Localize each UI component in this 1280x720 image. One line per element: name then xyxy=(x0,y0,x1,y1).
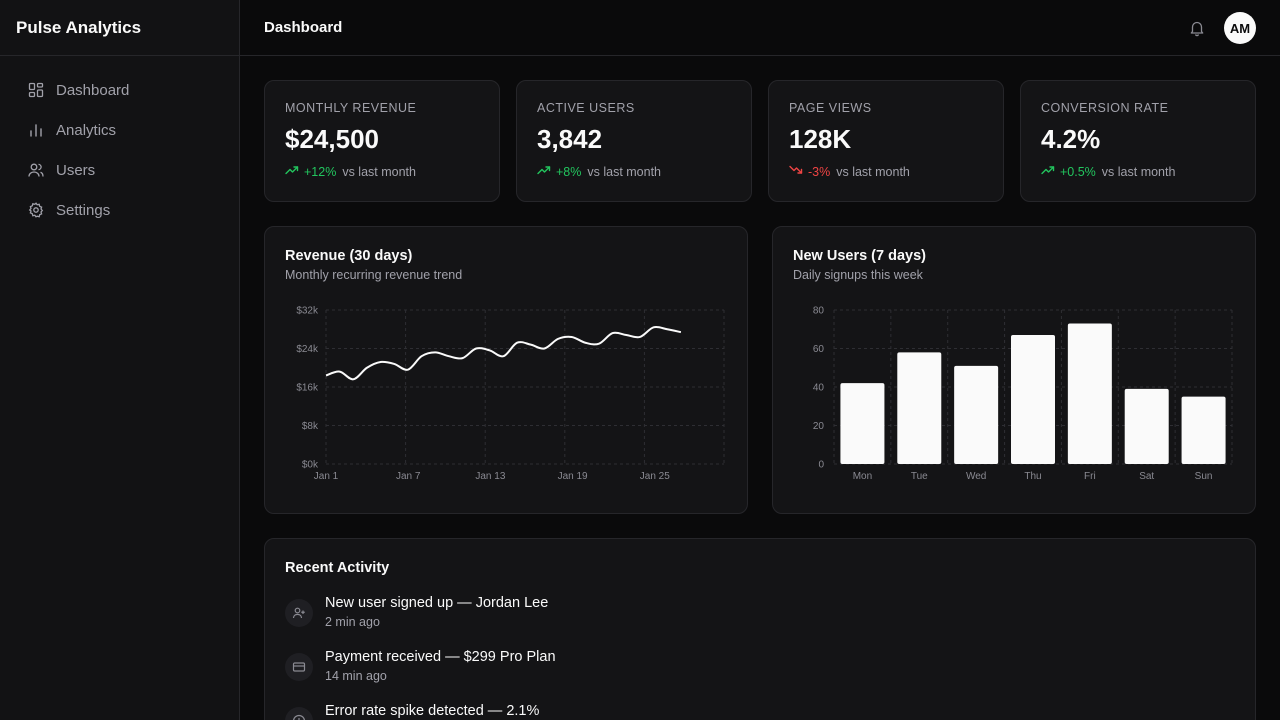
revenue-chart-card: $32k $24k $16k $8k $0k Jan 1 Jan 7 Jan 13 Jan 19… xyxy=(264,226,748,514)
avatar[interactable]: AM xyxy=(1224,12,1256,44)
sidebar-item-dashboard[interactable]: Dashboard xyxy=(12,70,227,110)
stat-label: PAGE VIEWS xyxy=(789,101,872,115)
stat-suffix: vs last month xyxy=(836,164,910,179)
stat-change: +0.5% vs last month xyxy=(1041,163,1235,180)
stat-value: $24,500 xyxy=(285,124,379,154)
page-title: Dashboard xyxy=(264,19,343,36)
stat-value: 3,842 xyxy=(537,124,603,154)
stat-suffix: vs last month xyxy=(1101,164,1176,179)
revenue-series-line xyxy=(325,325,682,381)
x-tick-label: Jan 13 xyxy=(475,471,505,482)
sidebar-item-users[interactable]: Users xyxy=(12,150,227,190)
stat-card-active-users: ACTIVE USERS 3,842 +8% vs last month xyxy=(516,80,752,202)
bar-wed xyxy=(954,365,999,464)
chart-subtitle: Monthly recurring revenue trend xyxy=(285,268,463,282)
x-tick-label: Wed xyxy=(966,471,986,482)
new-users-bar-chart: 80 60 40 20 0 Mon Tue Wed Thu Fri Sat Sun xyxy=(813,306,1233,482)
stat-change: -3% vs last month xyxy=(789,163,983,180)
bar-chart-icon xyxy=(28,122,56,138)
y-tick-label: $0k xyxy=(302,460,319,471)
sidebar-item-label: Dashboard xyxy=(56,81,130,99)
activity-item[interactable]: Payment received — $299 Pro Plan 14 min … xyxy=(285,649,556,683)
stat-value: 128K xyxy=(789,124,852,154)
recent-activity-card: Recent Activity New user signed up — Jor… xyxy=(264,538,1256,720)
stat-value: 4.2% xyxy=(1041,124,1101,154)
y-tick-label: $16k xyxy=(296,383,319,394)
x-tick-label: Mon xyxy=(853,471,872,482)
sidebar-item-label: Analytics xyxy=(56,121,117,139)
chart-title: Revenue (30 days) xyxy=(285,248,413,264)
chart-title: New Users (7 days) xyxy=(793,248,926,264)
stat-label: MONTHLY REVENUE xyxy=(285,101,417,115)
activity-item[interactable]: New user signed up — Jordan Lee 2 min ag… xyxy=(285,595,548,629)
sidebar: Pulse Analytics Dashboard Analytics User… xyxy=(0,0,240,720)
app-name: Pulse Analytics xyxy=(0,0,239,56)
stat-delta: +0.5% xyxy=(1060,164,1096,179)
x-tick-label: Jan 1 xyxy=(314,471,339,482)
y-tick-label: $32k xyxy=(296,306,319,317)
activity-text: Error rate spike detected — 2.1% xyxy=(325,703,540,719)
x-tick-label: Thu xyxy=(1024,471,1041,482)
x-tick-label: Jan 25 xyxy=(640,471,670,482)
y-tick-label: 40 xyxy=(813,383,825,394)
bar-sun xyxy=(1181,396,1226,464)
x-tick-label: Fri xyxy=(1084,471,1096,482)
stat-suffix: vs last month xyxy=(342,164,416,179)
stat-card-conversion-rate: CONVERSION RATE 4.2% +0.5% vs last month xyxy=(1020,80,1256,202)
dashboard-icon xyxy=(28,82,56,98)
y-tick-label: $24k xyxy=(296,344,319,355)
activity-text: New user signed up — Jordan Lee xyxy=(325,595,549,611)
stat-label: ACTIVE USERS xyxy=(537,101,635,115)
trend-up-icon xyxy=(1041,163,1060,180)
activity-time: 14 min ago xyxy=(325,669,387,683)
trend-up-icon xyxy=(285,163,304,180)
bar-mon xyxy=(840,383,885,464)
x-tick-label: Tue xyxy=(911,471,928,482)
bar-fri xyxy=(1067,323,1112,464)
sidebar-item-label: Settings xyxy=(56,201,111,219)
sidebar-nav: Dashboard Analytics Users Settings xyxy=(0,56,239,244)
top-bar: Dashboard AM xyxy=(240,0,1280,56)
trend-down-icon xyxy=(789,163,808,180)
sidebar-item-analytics[interactable]: Analytics xyxy=(12,110,227,150)
activity-time: 2 min ago xyxy=(325,615,380,629)
y-tick-label: 20 xyxy=(813,421,825,432)
alert-icon xyxy=(285,707,313,720)
stat-label: CONVERSION RATE xyxy=(1041,101,1169,115)
stat-delta: +12% xyxy=(304,164,337,179)
credit-card-icon xyxy=(285,653,313,681)
x-tick-label: Sun xyxy=(1195,471,1213,482)
y-tick-label: $8k xyxy=(302,421,319,432)
stat-delta: -3% xyxy=(808,164,831,179)
stat-card-monthly-revenue: MONTHLY REVENUE $24,500 +12% vs last mon… xyxy=(264,80,500,202)
stat-suffix: vs last month xyxy=(587,164,662,179)
stat-change: +12% vs last month xyxy=(285,163,479,180)
y-tick-label: 60 xyxy=(813,344,825,355)
chart-subtitle: Daily signups this week xyxy=(793,268,923,282)
bar-tue xyxy=(897,352,942,464)
y-tick-label: 0 xyxy=(818,460,824,471)
bar-sat xyxy=(1124,388,1169,464)
stat-card-page-views: PAGE VIEWS 128K -3% vs last month xyxy=(768,80,1004,202)
users-icon xyxy=(28,162,56,178)
bar-thu xyxy=(1011,335,1055,464)
user-plus-icon xyxy=(285,599,313,627)
x-tick-label: Jan 7 xyxy=(396,471,421,482)
bell-icon[interactable] xyxy=(1188,19,1206,37)
x-tick-label: Jan 19 xyxy=(558,471,588,482)
activity-item[interactable]: Error rate spike detected — 2.1% xyxy=(285,703,539,720)
stat-delta: +8% xyxy=(556,164,582,179)
activity-text: Payment received — $299 Pro Plan xyxy=(325,649,556,665)
gear-icon xyxy=(28,202,56,218)
stat-change: +8% vs last month xyxy=(537,163,731,180)
x-tick-label: Sat xyxy=(1139,471,1154,482)
activity-title: Recent Activity xyxy=(285,560,390,576)
new-users-chart-card: 80 60 40 20 0 Mon Tue Wed Thu Fri Sat Sun New Users… xyxy=(772,226,1256,514)
sidebar-item-settings[interactable]: Settings xyxy=(12,190,227,230)
y-tick-label: 80 xyxy=(813,306,825,317)
trend-up-icon xyxy=(537,163,556,180)
sidebar-item-label: Users xyxy=(56,161,96,179)
